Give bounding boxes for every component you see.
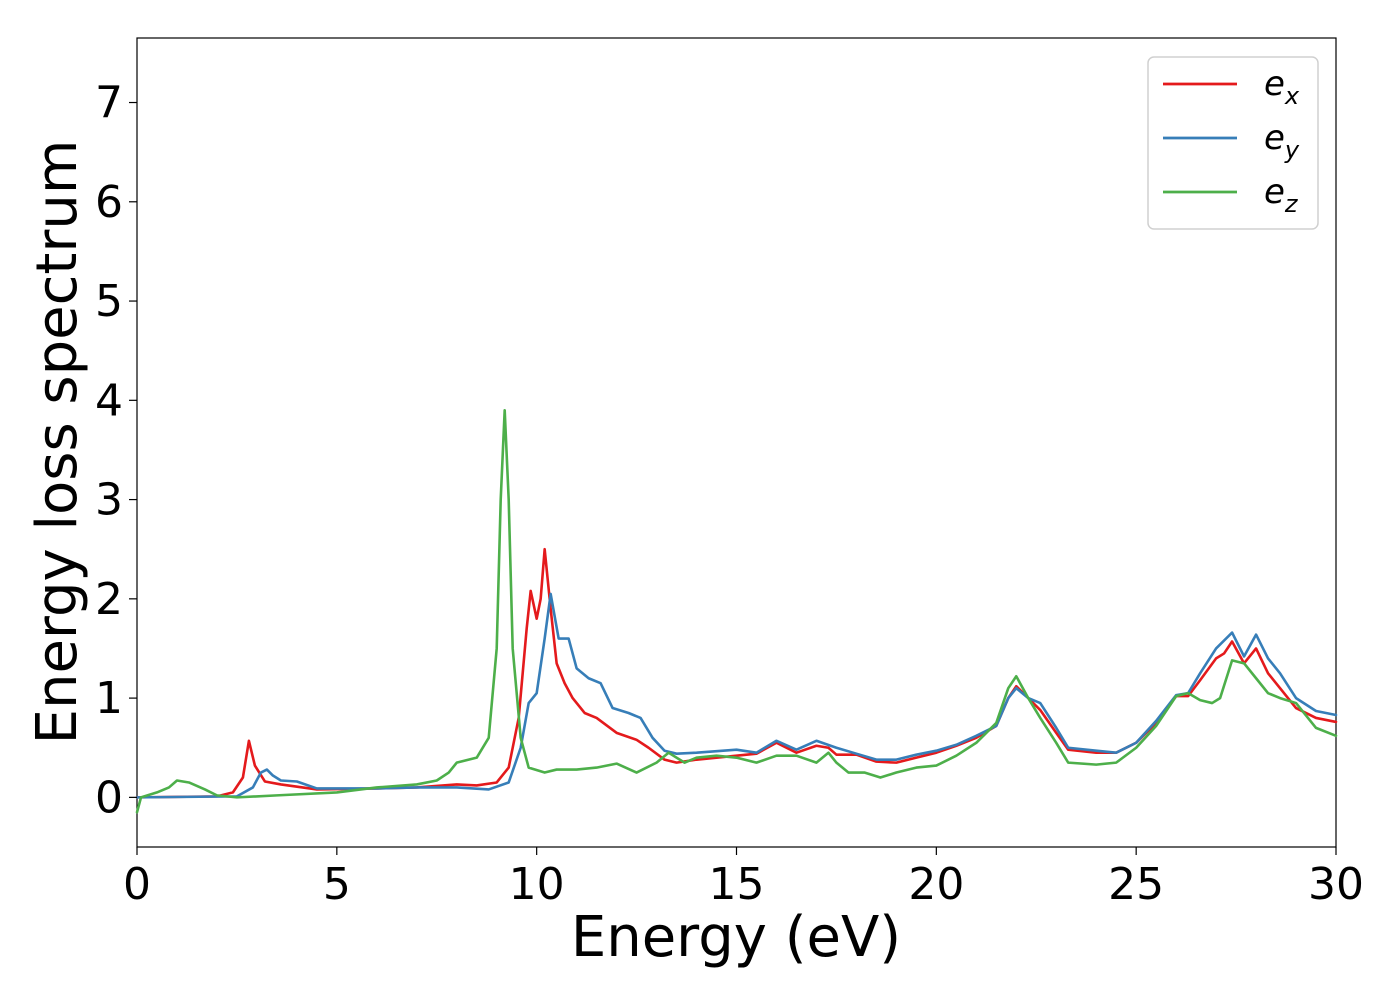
x-axis-ticks: 0 5 10 15 20 25 30: [123, 847, 1364, 910]
y-axis-title: Energy loss spectrum: [25, 140, 90, 745]
x-tick-label: 15: [709, 859, 765, 910]
x-tick-label: 5: [323, 859, 351, 910]
legend-label-y: ey: [1264, 118, 1300, 164]
y-tick-label: 2: [95, 574, 123, 625]
x-tick-label: 10: [509, 859, 565, 910]
legend-box: [1147, 56, 1319, 230]
x-tick-label: 0: [123, 859, 151, 910]
series-lines: [135, 408, 1338, 814]
legend: ex ey ez: [1147, 56, 1319, 230]
y-tick-label: 1: [95, 673, 123, 724]
x-tick-label: 25: [1108, 859, 1164, 910]
x-tick-label: 30: [1308, 859, 1364, 910]
y-tick-label: 4: [95, 375, 123, 426]
y-tick-label: 0: [95, 772, 123, 823]
y-tick-label: 6: [95, 177, 123, 228]
legend-items: ex ey ez: [1163, 64, 1300, 218]
legend-label-z: ez: [1264, 172, 1299, 218]
y-tick-label: 5: [95, 276, 123, 327]
y-tick-label: 3: [95, 475, 123, 526]
x-axis-title: Energy (eV): [571, 905, 901, 970]
x-tick-label: 20: [908, 859, 964, 910]
legend-label-x: ex: [1264, 64, 1300, 110]
y-axis-ticks: 0 1 2 3 4 5 6 7: [95, 78, 137, 823]
y-tick-label: 7: [95, 78, 123, 129]
plot-area: [136, 37, 1337, 848]
series-line-z: [135, 408, 1338, 814]
